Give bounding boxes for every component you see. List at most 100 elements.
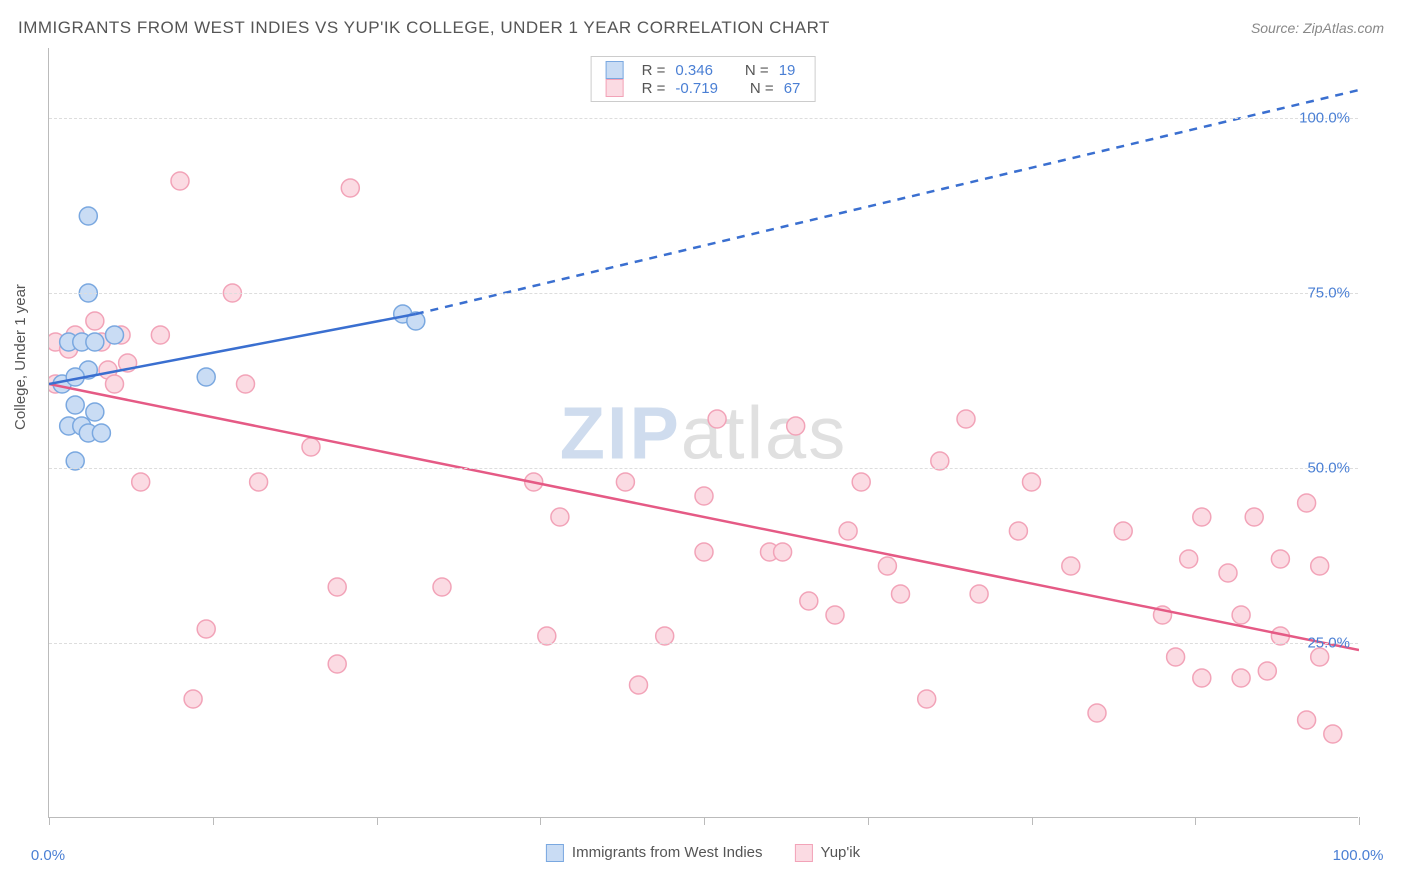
- pink-marker: [250, 473, 268, 491]
- x-axis-legend: Immigrants from West Indies Yup'ik: [546, 844, 860, 862]
- pink-marker: [1271, 550, 1289, 568]
- r-label-blue: R =: [642, 62, 666, 79]
- pink-marker: [892, 585, 910, 603]
- x-tick: [49, 817, 50, 825]
- pink-marker: [918, 690, 936, 708]
- gridline: [49, 293, 1358, 294]
- blue-marker: [66, 396, 84, 414]
- pink-marker: [826, 606, 844, 624]
- blue-marker: [86, 403, 104, 421]
- pink-marker: [616, 473, 634, 491]
- pink-marker: [1193, 669, 1211, 687]
- blue-marker: [197, 368, 215, 386]
- pink-marker: [970, 585, 988, 603]
- pink-marker: [1193, 508, 1211, 526]
- pink-marker: [774, 543, 792, 561]
- stats-legend: R = 0.346 N = 19 R = -0.719 N = 67: [591, 56, 816, 102]
- gridline: [49, 118, 1358, 119]
- pink-marker: [197, 620, 215, 638]
- swatch-pink: [606, 79, 624, 97]
- x-tick: [1195, 817, 1196, 825]
- swatch-blue: [606, 61, 624, 79]
- pink-marker: [787, 417, 805, 435]
- pink-marker: [1088, 704, 1106, 722]
- pink-marker: [852, 473, 870, 491]
- pink-marker: [1180, 550, 1198, 568]
- swatch-pink-icon: [795, 844, 813, 862]
- blue-marker: [79, 207, 97, 225]
- pink-marker: [328, 578, 346, 596]
- pink-marker: [237, 375, 255, 393]
- pink-marker: [106, 375, 124, 393]
- n-label-pink: N =: [750, 80, 774, 97]
- legend-label-pink: Yup'ik: [821, 844, 861, 861]
- pink-marker: [171, 172, 189, 190]
- legend-item-blue: Immigrants from West Indies: [546, 844, 763, 862]
- pink-marker: [1324, 725, 1342, 743]
- pink-marker: [1232, 606, 1250, 624]
- pink-marker: [1298, 711, 1316, 729]
- legend-label-blue: Immigrants from West Indies: [572, 844, 763, 861]
- gridline: [49, 468, 1358, 469]
- pink-marker: [1167, 648, 1185, 666]
- pink-marker: [1311, 557, 1329, 575]
- y-tick-label: 50.0%: [1307, 460, 1350, 477]
- scatter-svg: [49, 48, 1359, 818]
- blue-marker: [92, 424, 110, 442]
- pink-marker: [839, 522, 857, 540]
- stats-row-blue: R = 0.346 N = 19: [606, 61, 801, 79]
- x-tick: [1032, 817, 1033, 825]
- n-value-blue: 19: [779, 62, 796, 79]
- r-value-pink: -0.719: [675, 80, 718, 97]
- pink-marker: [878, 557, 896, 575]
- x-tick-label: 100.0%: [1333, 847, 1384, 864]
- pink-marker: [1062, 557, 1080, 575]
- pink-marker: [708, 410, 726, 428]
- source-label: Source:: [1251, 20, 1303, 36]
- blue-marker: [86, 333, 104, 351]
- x-tick: [704, 817, 705, 825]
- pink-marker: [695, 487, 713, 505]
- y-tick-label: 100.0%: [1299, 110, 1350, 127]
- x-tick: [540, 817, 541, 825]
- n-label-blue: N =: [745, 62, 769, 79]
- x-tick: [1359, 817, 1360, 825]
- pink-marker: [86, 312, 104, 330]
- pink-marker: [957, 410, 975, 428]
- y-tick-label: 25.0%: [1307, 635, 1350, 652]
- pink-marker: [132, 473, 150, 491]
- x-tick: [377, 817, 378, 825]
- pink-marker: [151, 326, 169, 344]
- pink-marker: [433, 578, 451, 596]
- legend-item-pink: Yup'ik: [795, 844, 861, 862]
- swatch-blue-icon: [546, 844, 564, 862]
- blue-regression-line-dash: [416, 90, 1359, 314]
- source-name: ZipAtlas.com: [1303, 20, 1384, 36]
- plot-area: ZIPatlas: [48, 48, 1358, 818]
- y-axis-label: College, Under 1 year: [12, 284, 29, 430]
- pink-marker: [341, 179, 359, 197]
- pink-marker: [1298, 494, 1316, 512]
- pink-marker: [1023, 473, 1041, 491]
- x-tick-label: 0.0%: [31, 847, 65, 864]
- pink-marker: [1219, 564, 1237, 582]
- pink-marker: [302, 438, 320, 456]
- pink-marker: [630, 676, 648, 694]
- pink-marker: [1245, 508, 1263, 526]
- pink-marker: [1009, 522, 1027, 540]
- pink-marker: [1114, 522, 1132, 540]
- pink-marker: [695, 543, 713, 561]
- pink-marker: [1232, 669, 1250, 687]
- blue-marker: [106, 326, 124, 344]
- pink-marker: [800, 592, 818, 610]
- chart-title: IMMIGRANTS FROM WEST INDIES VS YUP'IK CO…: [18, 18, 830, 38]
- stats-row-pink: R = -0.719 N = 67: [606, 79, 801, 97]
- pink-regression-line: [49, 384, 1359, 650]
- y-tick-label: 75.0%: [1307, 285, 1350, 302]
- pink-marker: [184, 690, 202, 708]
- chart-container: IMMIGRANTS FROM WEST INDIES VS YUP'IK CO…: [0, 0, 1406, 892]
- r-value-blue: 0.346: [675, 62, 713, 79]
- x-tick: [868, 817, 869, 825]
- pink-marker: [1258, 662, 1276, 680]
- x-tick: [213, 817, 214, 825]
